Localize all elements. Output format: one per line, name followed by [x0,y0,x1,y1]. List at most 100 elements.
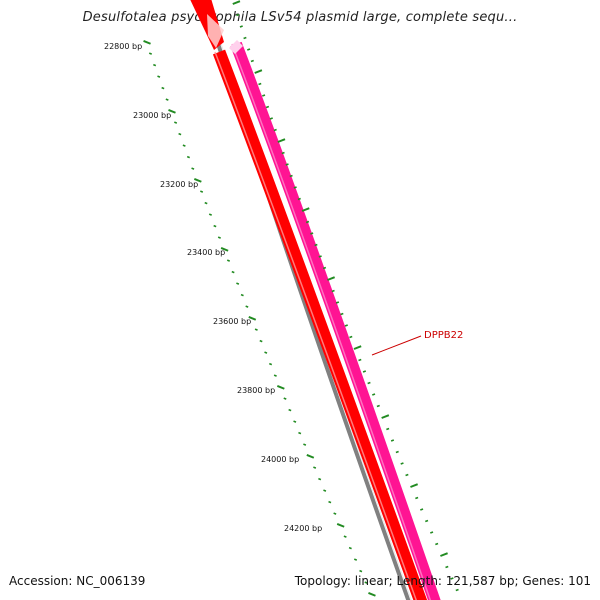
ruler-tick [143,40,151,45]
ruler-tick [322,266,327,270]
ruler-tick [182,144,186,147]
ruler-tick [297,197,301,201]
ruler-tick [353,345,362,350]
ruler-tick [440,552,448,557]
ruler-tick [254,69,263,74]
ruler-labels: 22800 bp 23000 bp 23200 bp 23400 bp 2360… [104,42,322,533]
ruler-tick [236,282,240,285]
ruler-tick [161,86,165,90]
ruler-tick [236,13,240,17]
ruler-tick [239,25,243,28]
ruler-tick [362,370,367,373]
ruler-label: 23800 bp [237,386,275,395]
gene-reverse-strip[interactable] [230,41,441,600]
ruler-right [232,0,459,592]
ruler-tick [455,588,459,592]
ruler-tick [204,201,208,205]
ruler-tick [200,190,204,193]
ruler-tick [331,289,335,293]
ruler-tick [368,592,376,597]
ruler-tick [273,374,277,377]
ruler-tick [288,408,292,412]
ruler-tick [281,151,285,155]
ruler-tick [415,496,419,500]
ruler-tick [285,163,289,166]
gene-forward-strip[interactable] [212,49,428,600]
ruler-tick [376,404,380,408]
ruler-tick [435,542,439,546]
ruler-tick [293,420,297,423]
ruler-tick [340,312,344,316]
ruler-tick [250,59,254,63]
ruler-tick [405,473,409,477]
ruler-tick [335,301,340,304]
ruler-tick [364,581,368,584]
accession-text: Accession: NC_006139 [9,574,146,588]
ruler-tick [367,381,371,385]
map-title: Desulfotalea psychrophila LSv54 plasmid … [82,10,518,25]
ruler-tick [226,259,231,262]
ruler-tick [193,178,202,183]
ruler-tick [395,450,399,454]
ruler-tick [425,519,429,523]
ruler-tick [277,138,286,143]
ruler-tick [303,443,307,446]
gene-arrow-head-light [207,14,224,48]
ruler-tick [258,82,262,86]
ruler-tick [264,351,268,354]
ruler-tick [358,358,362,362]
ruler-tick [445,565,449,569]
ruler-tick [430,531,434,534]
ruler-tick [254,328,258,331]
ruler-tick [273,128,277,132]
ruler-label: 23000 bp [133,111,171,120]
ruler-tick [410,483,419,488]
ruler-tick [217,236,221,239]
ruler-tick [240,293,244,297]
ruler-tick [450,577,454,580]
ruler-tick [344,324,348,327]
ruler-tick [248,316,257,321]
ruler-tick [372,393,376,396]
ruler-tick [306,454,315,459]
ruler-tick [165,98,169,101]
ruler-tick [310,232,314,235]
ruler-tick [328,500,332,504]
ruler-tick [318,477,322,481]
ruler-label: 23600 bp [213,317,251,326]
ruler-tick [348,546,352,550]
ruler-label: 24200 bp [284,524,322,533]
ruler-label: 24000 bp [261,455,299,464]
ruler-tick [208,213,212,216]
ruler-tick [283,397,287,400]
ruler-tick [213,224,217,228]
ruler-tick [246,48,251,51]
ruler-tick [268,362,273,366]
ruler-tick [420,508,424,511]
ruler-tick [186,155,191,159]
ruler-tick [327,276,336,281]
ruler-tick [231,270,235,274]
ruler-label: 23200 bp [160,180,198,189]
ruler-tick [259,339,263,343]
ruler-left [143,40,376,597]
ruler-tick [301,207,310,212]
ruler-tick [314,243,318,247]
ruler-tick [336,523,345,528]
ruler-tick [265,105,270,109]
gene-reverse-edge [231,43,432,600]
ruler-tick [293,186,297,189]
ruler-tick [220,247,229,252]
ruler-tick [298,431,302,435]
gene-reverse-tip [229,40,243,54]
ruler-tick [353,558,358,561]
ruler-tick [276,385,285,390]
ruler-tick [148,52,153,55]
topology-summary: Topology: linear; Length: 121,587 bp; Ge… [294,574,591,588]
ruler-tick [289,174,293,178]
gene-label-dppb22[interactable]: DPPB22 [424,330,463,341]
ruler-tick [168,109,176,114]
ruler-tick [178,132,182,136]
ruler-tick [390,439,395,442]
